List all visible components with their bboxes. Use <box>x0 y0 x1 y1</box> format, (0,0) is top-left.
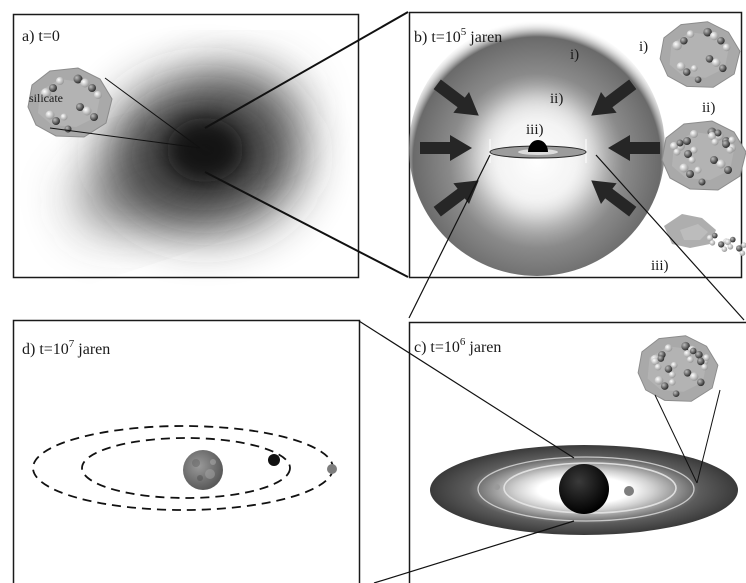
infall-arrow <box>420 135 472 161</box>
infall-arrow <box>591 180 637 217</box>
zone-label-i: i) <box>570 47 579 63</box>
young-star-c <box>559 464 609 514</box>
silicate-label: silicate <box>29 91 63 105</box>
accretion-disk-b <box>489 139 587 163</box>
zoom-line-ab-top <box>204 11 409 129</box>
zoom-line-a-bottom <box>49 127 201 149</box>
panel-c-label: c) t=106 jaren <box>414 336 501 356</box>
disk-gap-outer <box>477 456 695 522</box>
zoom-line-c-left <box>654 394 698 484</box>
sun-d <box>183 450 223 490</box>
grain-thumbnail-c <box>637 335 719 402</box>
zoom-line-ab-bottom <box>204 171 409 278</box>
infall-arrow <box>591 79 637 116</box>
zoom-line-c-right <box>696 389 721 484</box>
panel-a: silicate a) t=0 <box>12 13 360 279</box>
thumbnail-label-iii: iii) <box>651 258 669 274</box>
grain-thumbnail-i <box>659 21 741 88</box>
panel-a-label: a) t=0 <box>22 28 60 45</box>
thumbnail-label-i: i) <box>639 39 648 55</box>
planet-outer <box>327 464 337 474</box>
panel-d: d) t=107 jaren <box>12 319 361 583</box>
grain-thumbnail-ii <box>661 120 746 191</box>
protoplanet-c <box>624 486 634 496</box>
protoplanet-c-small <box>494 484 500 490</box>
infall-arrows <box>420 79 660 217</box>
infall-arrow <box>433 79 479 116</box>
zoom-line-cd-bottom <box>373 520 575 583</box>
inner-orbit <box>81 437 291 499</box>
panel-c: c) t=106 jaren <box>408 321 746 583</box>
panel-b: i) ii) iii) i) ii) iii) b) t=105 jaren <box>408 11 746 279</box>
zoom-line-bc-right <box>595 154 745 321</box>
panel-d-label: d) t=107 jaren <box>22 338 110 358</box>
thumbnail-label-ii: ii) <box>702 100 715 116</box>
panel-d-frame <box>12 319 361 583</box>
zoom-line-cd-top <box>358 320 575 459</box>
planet-inner <box>268 454 280 466</box>
panel-b-label: b) t=105 jaren <box>414 26 502 46</box>
zoom-line-bc-left <box>408 154 491 319</box>
zoom-line-a-top <box>104 77 201 149</box>
zone-label-ii: ii) <box>550 91 563 107</box>
infall-arrow <box>433 180 479 217</box>
infall-arrow <box>608 135 660 161</box>
grain-thumbnail-iii <box>664 214 746 256</box>
zone-label-iii: iii) <box>526 122 544 138</box>
protostar-b <box>528 140 548 152</box>
